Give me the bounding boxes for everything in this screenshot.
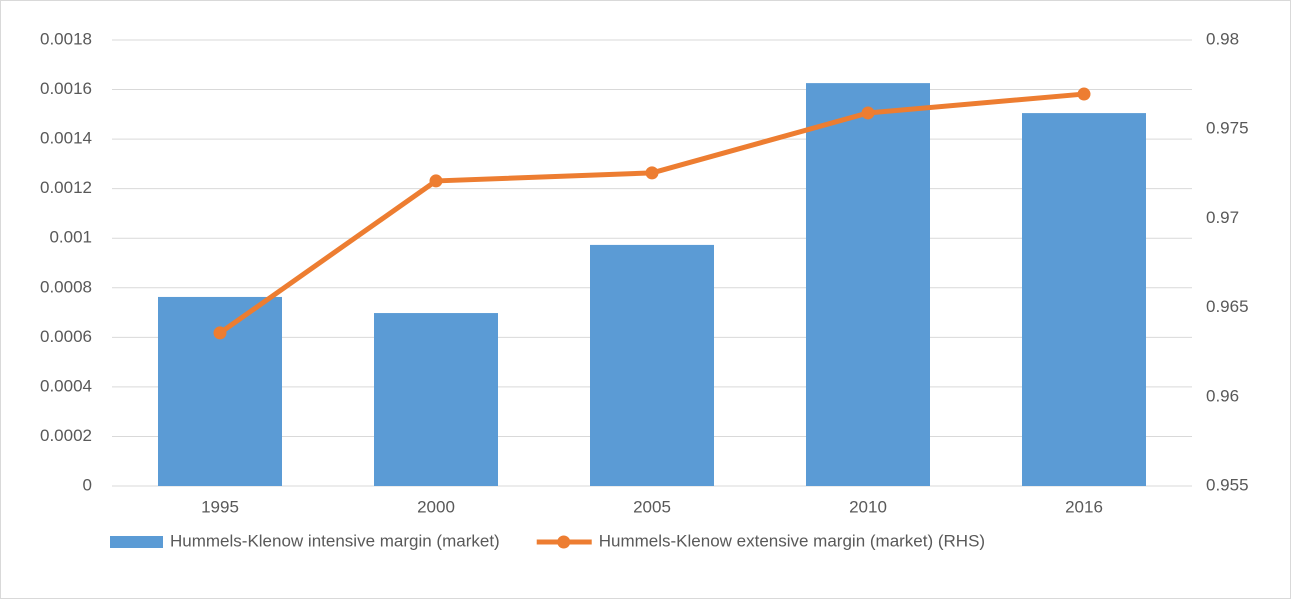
y-tick-label: 0	[83, 475, 92, 494]
y2-tick-label: 0.975	[1206, 119, 1249, 138]
bar	[806, 83, 930, 486]
x-tick-label: 2005	[633, 497, 671, 516]
y-tick-label: 0.0016	[40, 79, 92, 98]
line-marker	[1077, 87, 1091, 101]
legend-label: Hummels-Klenow extensive margin (market)…	[599, 531, 985, 550]
bar	[1022, 113, 1146, 486]
y2-tick-label: 0.965	[1206, 297, 1249, 316]
y-tick-label: 0.0012	[40, 178, 92, 197]
line-marker	[429, 174, 443, 188]
y-tick-label: 0.0008	[40, 277, 92, 296]
y-tick-label: 0.0004	[40, 376, 92, 395]
y-tick-label: 0.0018	[40, 29, 92, 48]
y2-tick-label: 0.955	[1206, 475, 1249, 494]
x-tick-label: 2010	[849, 497, 887, 516]
line-marker	[645, 166, 659, 180]
y2-tick-label: 0.98	[1206, 29, 1239, 48]
legend-marker	[557, 535, 571, 549]
y-tick-label: 0.001	[49, 228, 92, 247]
legend-label: Hummels-Klenow intensive margin (market)	[170, 531, 500, 550]
y-tick-label: 0.0006	[40, 327, 92, 346]
y2-tick-label: 0.96	[1206, 386, 1239, 405]
line-marker	[861, 106, 875, 120]
y-tick-label: 0.0002	[40, 426, 92, 445]
bar	[590, 244, 714, 486]
y2-tick-label: 0.97	[1206, 208, 1239, 227]
bar	[158, 296, 282, 486]
x-tick-label: 2000	[417, 497, 455, 516]
x-tick-label: 1995	[201, 497, 239, 516]
legend-swatch	[110, 536, 163, 548]
x-tick-label: 2016	[1065, 497, 1103, 516]
y-tick-label: 0.0014	[40, 129, 92, 148]
line-marker	[213, 326, 227, 340]
bar	[374, 313, 498, 486]
